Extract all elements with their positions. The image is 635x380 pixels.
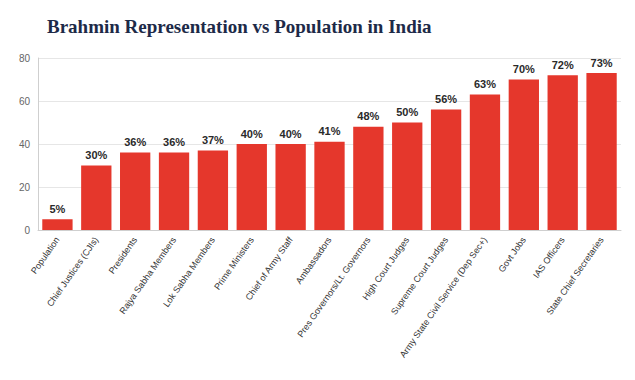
svg-text:72%: 72% bbox=[552, 59, 574, 71]
svg-text:Rajya Sabha Members: Rajya Sabha Members bbox=[117, 235, 179, 316]
svg-text:Prime Ministers: Prime Ministers bbox=[212, 235, 256, 292]
svg-text:48%: 48% bbox=[357, 110, 379, 122]
svg-text:73%: 73% bbox=[591, 57, 613, 69]
svg-text:State Chief Secretaries: State Chief Secretaries bbox=[544, 235, 606, 317]
svg-text:Pres Governors/Lt. Governors: Pres Governors/Lt. Governors bbox=[295, 235, 372, 339]
svg-text:Chief Justices (CJIs): Chief Justices (CJIs) bbox=[45, 235, 101, 308]
svg-text:Chief of Army Staff: Chief of Army Staff bbox=[244, 235, 295, 302]
svg-text:37%: 37% bbox=[202, 134, 224, 146]
svg-text:36%: 36% bbox=[124, 136, 146, 148]
svg-text:41%: 41% bbox=[318, 125, 340, 137]
svg-text:40%: 40% bbox=[241, 128, 263, 140]
svg-text:30%: 30% bbox=[85, 149, 107, 161]
svg-text:Supreme Court Judges: Supreme Court Judges bbox=[388, 235, 451, 317]
svg-text:40: 40 bbox=[19, 139, 31, 150]
svg-text:20: 20 bbox=[19, 182, 31, 193]
svg-text:40%: 40% bbox=[280, 128, 302, 140]
svg-text:IAS Officers: IAS Officers bbox=[531, 235, 567, 280]
svg-text:80: 80 bbox=[19, 53, 31, 64]
svg-text:60: 60 bbox=[19, 96, 31, 107]
svg-text:56%: 56% bbox=[435, 93, 457, 105]
svg-text:5%: 5% bbox=[49, 203, 65, 215]
svg-text:Population: Population bbox=[29, 235, 62, 276]
svg-text:Govt Jobs: Govt Jobs bbox=[496, 235, 528, 274]
svg-text:0: 0 bbox=[24, 225, 30, 236]
svg-text:70%: 70% bbox=[513, 63, 535, 75]
svg-text:High Court Judges: High Court Judges bbox=[360, 235, 412, 302]
svg-text:Lok Sabha Members: Lok Sabha Members bbox=[161, 235, 217, 309]
svg-text:50%: 50% bbox=[396, 106, 418, 118]
svg-text:Brahmin Representation vs Popu: Brahmin Representation vs Population in … bbox=[47, 16, 432, 37]
svg-text:Presidents: Presidents bbox=[107, 235, 140, 276]
svg-text:63%: 63% bbox=[474, 78, 496, 90]
svg-text:Ambassadors: Ambassadors bbox=[294, 235, 334, 286]
svg-text:36%: 36% bbox=[163, 136, 185, 148]
svg-text:Army State Civil Service (Dep: Army State Civil Service (Dep Sec+) bbox=[398, 235, 489, 359]
